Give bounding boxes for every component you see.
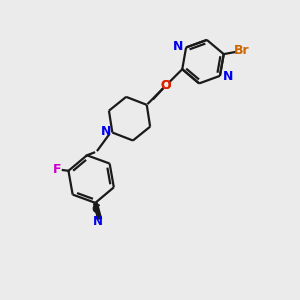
Text: N: N <box>93 215 103 228</box>
Text: O: O <box>161 79 171 92</box>
Text: N: N <box>223 70 233 83</box>
Text: N: N <box>173 40 183 53</box>
Text: O: O <box>161 79 171 92</box>
Text: F: F <box>53 163 61 176</box>
Text: C: C <box>91 202 100 216</box>
Text: Br: Br <box>234 44 249 57</box>
Text: N: N <box>101 125 111 139</box>
